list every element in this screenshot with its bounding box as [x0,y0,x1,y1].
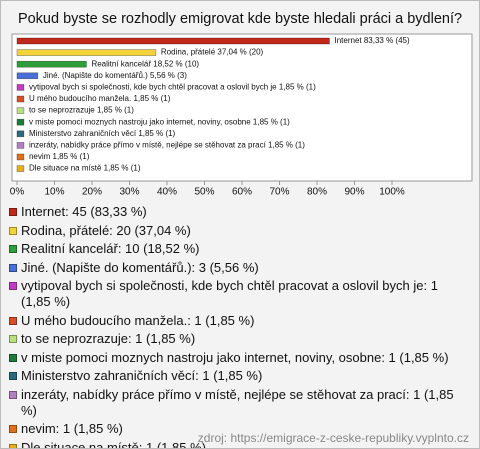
bar-label: vytipoval bych si společnosti, kde bych … [29,83,316,92]
bar [16,165,25,172]
plot-area [11,33,473,182]
legend-label: Jiné. (Napište do komentářů.): 3 (5,56 %… [21,259,259,275]
bar [16,142,25,149]
legend-label: U mého budoucího manžela.: 1 (1,85 %) [21,312,255,328]
bar [16,153,25,161]
legend-swatch [9,372,17,380]
chart-title: Pokud byste se rozhodly emigrovat kde by… [18,11,462,27]
bar [16,37,330,45]
legend-swatch [9,226,17,235]
legend-swatch [9,245,17,253]
legend-label: to se neprozrazuje: 1 (1,85 %) [21,331,196,346]
legend-label: Ministerstvo zahraničních věcí: 1 (1,85 … [21,368,263,383]
x-tick-label: 70% [269,187,289,198]
legend-swatch [9,208,17,216]
legend-item: Realitní kancelář: 10 (18,52 %) [9,241,471,257]
bar-label: inzeráty, nabídky práce přímo v místě, n… [29,141,305,150]
chart: Pokud byste se rozhodly emigrovat kde by… [10,11,473,198]
legend-label: Rodina, přátelé: 20 (37,04 %) [21,222,191,238]
legend-label: Dle situace na místě: 1 (1,85 %) [21,439,206,449]
bar-label: Jiné. (Napište do komentářů.) 5,56 % (3) [43,71,187,80]
x-tick-label: 80% [307,187,327,198]
bar [16,72,39,80]
legend: Internet: 45 (83,33 %) Rodina, přátelé: 2… [9,204,471,449]
bar [16,84,25,91]
legend-label: v miste pomoci moznych nastroju jako int… [21,349,449,365]
legend-item: nevim: 1 (1,85 %) [9,421,471,437]
x-tick-label: 40% [157,187,177,198]
bar-label: Ministerstvo zahraničních věcí 1,85 % (1… [29,129,176,138]
legend-swatch [9,425,17,433]
legend-item: Dle situace na místě: 1 (1,85 %) [9,439,471,449]
bar-label: Internet 83,33 % (45) [334,36,409,45]
x-tick-label: 50% [194,187,214,198]
legend-label: Realitní kancelář: 10 (18,52 %) [21,241,200,256]
bar-label: v miste pomoci moznych nastroju jako int… [29,117,290,126]
legend-item: inzeráty, nabídky práce přímo v místě, n… [9,387,471,419]
legend-swatch [9,390,17,399]
bar-label: to se neprozrazuje 1,85 % (1) [29,106,134,115]
legend-label: vytipoval bych si společnosti, kde bych … [21,278,438,309]
source: zdroj: https://emigrace-z-ceske-republik… [197,431,469,445]
bar [16,130,25,138]
bar [16,107,25,114]
legend-label: Internet: 45 (83,33 %) [21,204,147,219]
legend-item: v miste pomoci moznych nastroju jako int… [9,350,471,366]
bar-label: nevim 1,85 % (1) [29,152,90,161]
legend-label: nevim: 1 (1,85 %) [21,421,123,436]
legend-swatch [9,443,17,448]
legend-item: Jiné. (Napište do komentářů.): 3 (5,56 %… [9,260,471,276]
legend-swatch [9,316,17,325]
legend-item: vytipoval bych si společnosti, kde bych … [9,278,471,310]
bar-label: Dle situace na místě 1,85 % (1) [29,164,141,173]
legend-item: Rodina, přátelé: 20 (37,04 %) [9,223,471,239]
bar-label: U mého budoucího manžela. 1,85 % (1) [29,94,171,103]
bar-label: Rodina, přátelé 37,04 % (20) [161,48,264,57]
x-tick-label: 0% [10,187,25,198]
legend-swatch [9,353,17,362]
bar [16,118,25,126]
legend-swatch [9,282,17,290]
legend-label: inzeráty, nabídky práce přímo v místě, n… [21,386,454,418]
legend-swatch [9,263,17,272]
bar [16,95,25,103]
x-tick-label: 10% [44,187,64,198]
x-tick-label: 20% [82,187,102,198]
legend-item: to se neprozrazuje: 1 (1,85 %) [9,331,471,347]
x-tick-label: 90% [344,187,364,198]
legend-item: Internet: 45 (83,33 %) [9,204,471,220]
legend-item: U mého budoucího manžela.: 1 (1,85 %) [9,313,471,329]
x-tick-label: 60% [232,187,252,198]
bar [16,60,87,68]
x-tick-label: 100% [379,187,405,198]
bar-label: Realitní kancelář 18,52 % (10) [91,59,199,68]
legend-swatch [9,335,17,343]
bar [16,49,157,56]
legend-item: Ministerstvo zahraničních věcí: 1 (1,85 … [9,368,471,384]
x-tick-label: 30% [119,187,139,198]
